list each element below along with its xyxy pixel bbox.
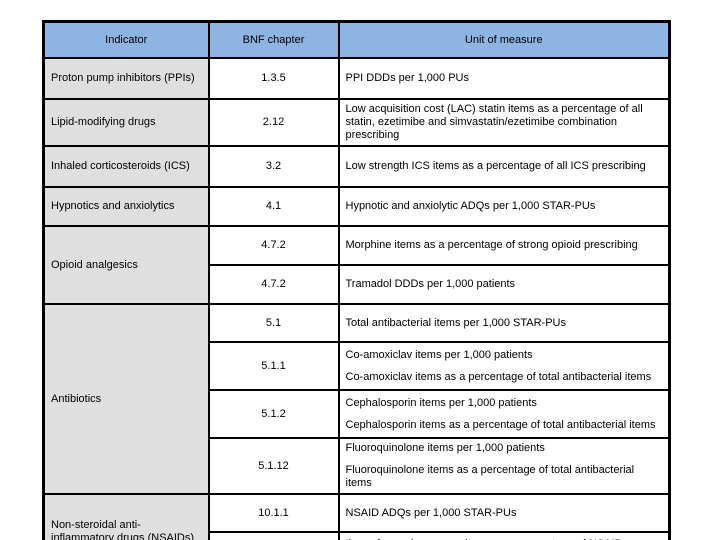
chapter-cell: 1.3.5 xyxy=(207,57,340,100)
table-row: 5.1.2 Cephalosporin items per 1,000 pati… xyxy=(44,389,671,439)
unit-line: Co-amoxiclav items as a percentage of to… xyxy=(345,370,652,383)
unit-line: Fluoroquinolone items per 1,000 patients xyxy=(345,442,545,454)
table-row: 5.1.12 Fluoroquinolone items per 1,000 p… xyxy=(44,437,671,495)
unit-cell: Ibuprofen and naproxen items as a percen… xyxy=(337,531,671,540)
chapter-cell: 4.7.2 xyxy=(207,264,340,305)
unit-cell: NSAID ADQs per 1,000 STAR-PUs xyxy=(337,493,671,533)
chapter-cell: 3.2 xyxy=(207,145,340,188)
chapter-cell: 4.1 xyxy=(207,186,340,227)
indicator-cell-ppi: Proton pump inhibitors (PPIs) xyxy=(42,57,210,100)
unit-line: Cephalosporin items as a percentage of t… xyxy=(345,418,656,431)
header-unit-of-measure: Unit of measure xyxy=(337,20,671,59)
chapter-cell: 5.1.12 xyxy=(207,437,340,495)
chapter-cell: 5.1 xyxy=(207,303,340,343)
unit-cell: Low acquisition cost (LAC) statin items … xyxy=(337,98,671,147)
table-row: 10.1.1 Ibuprofen and naproxen items as a… xyxy=(44,531,671,540)
unit-cell: Low strength ICS items as a percentage o… xyxy=(337,145,671,188)
unit-cell: Tramadol DDDs per 1,000 patients xyxy=(337,264,671,305)
unit-line: Co-amoxiclav items per 1,000 patients xyxy=(345,348,533,361)
chapter-cell: 10.1.1 xyxy=(207,531,340,540)
chapter-cell: 5.1.1 xyxy=(207,341,340,391)
prescribing-indicators-table: Indicator BNF chapter Unit of measure Pr… xyxy=(42,20,671,540)
table-header-row: Indicator BNF chapter Unit of measure xyxy=(42,20,671,59)
unit-cell: Cephalosporin items per 1,000 patients C… xyxy=(337,389,671,439)
unit-cell: Morphine items as a percentage of strong… xyxy=(337,225,671,266)
table-row: Antibiotics 5.1 Total antibacterial item… xyxy=(42,303,671,495)
table-row: 5.1.1 Co-amoxiclav items per 1,000 patie… xyxy=(44,341,671,391)
unit-cell: Hypnotic and anxiolytic ADQs per 1,000 S… xyxy=(337,186,671,227)
indicator-cell-lipid: Lipid-modifying drugs xyxy=(42,98,210,147)
table-row: Inhaled corticosteroids (ICS) 3.2 Low st… xyxy=(42,145,671,188)
indicator-cell-ics: Inhaled corticosteroids (ICS) xyxy=(42,145,210,188)
unit-line: Fluoroquinolone items as a percentage of… xyxy=(345,464,635,489)
table-row: Lipid-modifying drugs 2.12 Low acquisiti… xyxy=(42,98,671,147)
indicator-cell-hypnotics: Hypnotics and anxiolytics xyxy=(42,186,210,227)
chapter-cell: 10.1.1 xyxy=(207,493,340,533)
unit-cell: Total antibacterial items per 1,000 STAR… xyxy=(337,303,671,343)
chapter-cell: 2.12 xyxy=(207,98,340,147)
unit-line: Cephalosporin items per 1,000 patients xyxy=(345,396,537,409)
unit-cell: PPI DDDs per 1,000 PUs xyxy=(337,57,671,100)
indicator-cell-opioid: Opioid analgesics xyxy=(42,225,210,305)
header-indicator: Indicator xyxy=(42,20,210,59)
indicator-cell-antibiotics: Antibiotics xyxy=(42,303,210,495)
chapter-cell: 4.7.2 xyxy=(207,225,340,266)
table-row: Non-steroidal anti-inflammatory drugs (N… xyxy=(42,493,671,540)
unit-cell: Co-amoxiclav items per 1,000 patients Co… xyxy=(337,341,671,391)
indicator-cell-nsaids: Non-steroidal anti-inflammatory drugs (N… xyxy=(42,493,210,540)
header-bnf-chapter: BNF chapter xyxy=(207,20,340,59)
table-row: Proton pump inhibitors (PPIs) 1.3.5 PPI … xyxy=(42,57,671,100)
table-row: Opioid analgesics 4.7.2 Morphine items a… xyxy=(42,225,671,305)
table-row: Hypnotics and anxiolytics 4.1 Hypnotic a… xyxy=(42,186,671,227)
unit-cell: Fluoroquinolone items per 1,000 patients… xyxy=(337,437,671,495)
table-row: 4.7.2 Tramadol DDDs per 1,000 patients xyxy=(44,264,671,305)
chapter-cell: 5.1.2 xyxy=(207,389,340,439)
